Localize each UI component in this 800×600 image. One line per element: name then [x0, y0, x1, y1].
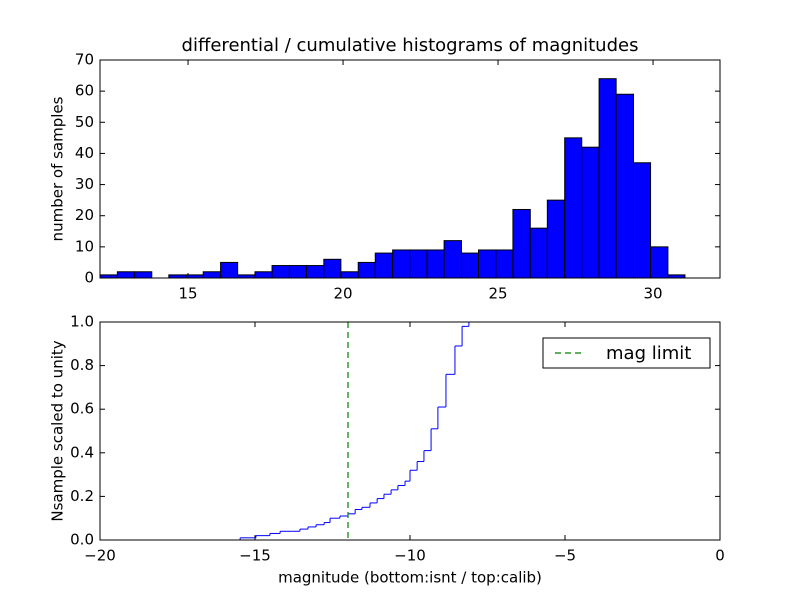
bar	[220, 261, 239, 279]
x-tick-label: 0	[715, 547, 725, 565]
y-tick-label: 40	[75, 144, 94, 162]
y-axis-label: number of samples	[49, 96, 67, 241]
bar	[598, 78, 617, 279]
bar	[323, 258, 342, 279]
y-tick-label: 60	[75, 82, 94, 100]
x-tick-label: −10	[394, 547, 426, 565]
bar	[288, 265, 307, 279]
bar	[392, 249, 411, 279]
bar	[443, 240, 462, 279]
y-tick-label: 10	[75, 237, 94, 255]
bar	[374, 252, 394, 279]
y-tick-label: 70	[75, 51, 94, 69]
bar	[340, 271, 359, 279]
legend-label: mag limit	[606, 343, 691, 364]
bar	[546, 199, 566, 279]
bar	[409, 249, 428, 279]
y-tick-label: 0	[84, 269, 94, 287]
y-tick-label: 0.6	[70, 400, 94, 418]
y-tick-label: 0.4	[70, 443, 94, 461]
bar	[633, 162, 652, 279]
bar	[478, 249, 497, 279]
bar	[305, 265, 325, 279]
bar	[529, 227, 548, 279]
bar	[564, 137, 583, 279]
x-tick-label: 15	[178, 285, 197, 303]
bar	[357, 261, 376, 279]
y-tick-label: 50	[75, 113, 94, 131]
plot-frame	[99, 321, 721, 541]
y-tick-label: 0.8	[70, 356, 94, 374]
bar	[254, 271, 273, 279]
plot-frame	[99, 59, 721, 279]
x-tick-label: −15	[239, 547, 271, 565]
x-tick-label: 25	[488, 285, 507, 303]
bar	[581, 146, 600, 279]
bar	[650, 246, 669, 279]
x-axis-label: magnitude (bottom:isnt / top:calib)	[278, 569, 542, 587]
bar	[615, 93, 635, 279]
bar	[460, 252, 480, 279]
x-tick-label: 30	[643, 285, 662, 303]
bar	[202, 271, 222, 279]
y-tick-label: 1.0	[70, 313, 94, 331]
y-tick-label: 30	[75, 175, 94, 193]
y-tick-label: 20	[75, 206, 94, 224]
y-tick-label: 0.2	[70, 487, 94, 505]
bar	[271, 265, 290, 279]
bar	[512, 208, 531, 279]
x-tick-label: −20	[84, 547, 116, 565]
x-tick-label: 20	[333, 285, 352, 303]
bar	[116, 271, 135, 279]
bar	[133, 271, 153, 279]
bar	[426, 249, 445, 279]
y-axis-label: Nsample scaled to unity	[49, 340, 67, 521]
y-tick-label: 0.0	[70, 531, 94, 549]
x-tick-label: −5	[554, 547, 576, 565]
chart-title: differential / cumulative histograms of …	[182, 35, 639, 56]
bar	[495, 249, 514, 279]
